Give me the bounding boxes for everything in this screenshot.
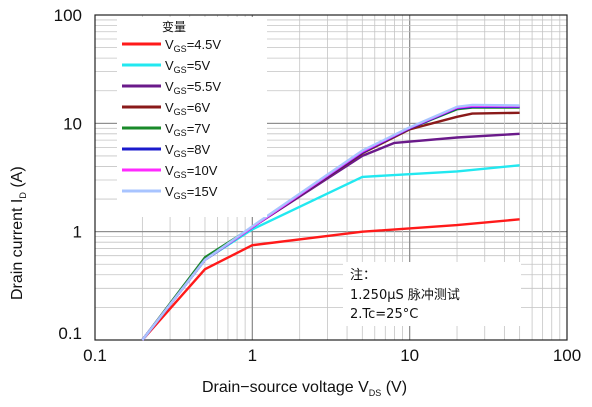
x-tick-label: 0.1 xyxy=(83,346,107,365)
legend-label-8V: VGS=8V xyxy=(165,142,211,159)
tick-labels: 0.1 1 10 100 0.1 1 10 100 xyxy=(54,6,582,365)
plot-border xyxy=(94,14,568,341)
legend-label-5-5V: VGS=5.5V xyxy=(165,79,221,96)
x-tick-label: 1 xyxy=(248,346,257,365)
y-axis-title-sub: D xyxy=(18,192,28,199)
y-tick-label: 1 xyxy=(73,223,82,242)
notes-box: 注： 1.250μS 脉冲测试 2.Tc=25°C xyxy=(343,262,521,326)
legend-label-10V: VGS=10V xyxy=(165,163,218,180)
note-line-2: 1.250μS 脉冲测试 xyxy=(350,288,460,303)
legend: 变量 VGS=4.5VVGS=5VVGS=5.5VVGS=6VVGS=7VVGS… xyxy=(117,17,267,217)
y-axis-title-unit: (A) xyxy=(9,166,26,192)
y-axis-title: Drain current ID (A) xyxy=(9,166,28,300)
x-axis-title-sub: DS xyxy=(369,388,382,398)
series-line-4-5V xyxy=(141,218,520,341)
x-tick-label: 10 xyxy=(400,346,419,365)
y-tick-label: 100 xyxy=(54,6,82,25)
x-axis-title: Drain−source voltage VDS (V) xyxy=(202,379,407,398)
y-tick-label: 0.1 xyxy=(58,324,82,343)
legend-title: 变量 xyxy=(162,19,186,34)
legend-label-4-5V: VGS=4.5V xyxy=(165,37,221,54)
notes-background xyxy=(343,262,521,326)
series-line-15V xyxy=(141,103,520,341)
legend-label-15V: VGS=15V xyxy=(165,184,218,201)
legend-label-5V: VGS=5V xyxy=(165,58,211,75)
legend-label-7V: VGS=7V xyxy=(165,121,211,138)
y-tick-label: 10 xyxy=(63,114,82,133)
x-tick-label: 100 xyxy=(553,346,581,365)
legend-label-6V: VGS=6V xyxy=(165,100,211,117)
x-axis-title-unit: (V) xyxy=(381,379,407,396)
legend-items: VGS=4.5V VGS=5V VGS=5.5V VGS=6V VGS=7V VGS=8V… xyxy=(122,37,221,201)
series-group xyxy=(141,103,520,341)
note-line-1: 注： xyxy=(350,268,376,283)
note-line-3: 2.Tc=25°C xyxy=(350,307,418,322)
y-axis-title-main: Drain current I xyxy=(9,199,26,300)
legend-box xyxy=(117,17,267,217)
x-axis-title-main: Drain−source voltage V xyxy=(202,379,369,396)
